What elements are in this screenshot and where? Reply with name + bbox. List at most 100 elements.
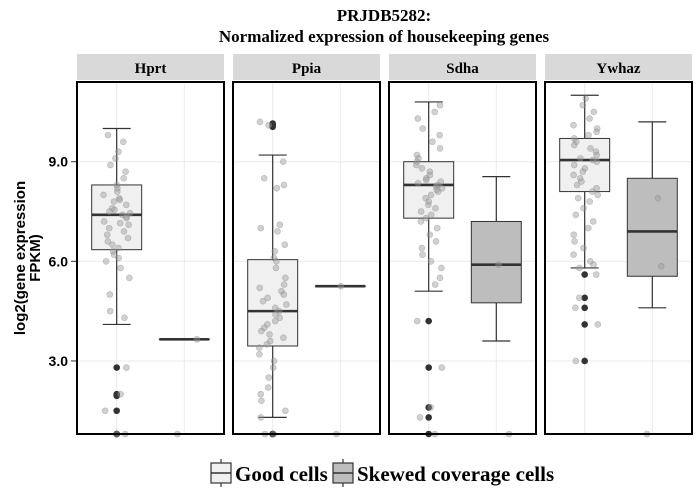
outlier-point [581,294,588,302]
jitter-point [280,291,288,298]
jitter-point [266,337,274,345]
outlier-point [425,364,432,371]
jitter-point [101,407,109,415]
jitter-point [578,178,585,185]
jitter-point [426,231,434,239]
jitter-point [120,228,128,235]
jitter-point [126,274,133,282]
jitter-point [431,281,439,288]
jitter-point [282,407,289,415]
jitter-point [123,214,130,222]
jitter-point [115,148,122,156]
jitter-point [259,297,267,305]
jitter-point [280,281,288,288]
jitter-point [271,317,279,325]
jitter-point [113,181,121,189]
jitter-point [572,357,580,365]
jitter-point [283,301,290,308]
jitter-point [575,294,583,302]
y-axis-ticks: 3.0 6.0 9.0 [49,154,77,369]
panel-border [76,81,225,435]
box-skewed-cells [626,121,678,309]
jitter-point [594,191,602,199]
jitter-point [414,179,422,187]
outlier-point [581,304,588,312]
jitter-point [586,198,593,205]
facet-strip [233,54,380,80]
jitter-point [276,221,284,229]
jitter-point [426,168,434,175]
jitter-point [570,251,577,258]
jitter-point [436,274,444,282]
jitter-point [580,244,587,252]
jitter-point [114,184,121,192]
jitter-point [102,258,110,265]
jitter-point [571,238,578,245]
jitter-point [112,155,119,162]
jitter-point [258,397,265,405]
jitter-point [436,131,443,139]
jitter-point [432,238,440,245]
jitter-point [117,390,124,398]
jitter-point [594,321,602,328]
jitter-point [418,244,426,252]
jitter-point [106,208,113,215]
facet-panel-ppia: Ppia [232,54,381,438]
jitter-point [586,258,594,265]
jitter-point [580,204,587,212]
jitter-point [276,314,284,322]
jitter-point [593,125,601,132]
panel-background [77,82,224,434]
outlier-point [581,321,588,328]
jitter-point [572,211,580,219]
outlier-point [269,123,276,131]
jitter-point [416,414,424,421]
jitter-point [582,95,589,102]
facet-strip-label: Hprt [135,61,167,77]
jitter-point [495,261,502,268]
jitter-point [103,231,111,239]
jitter-point [109,241,116,249]
jitter-point [570,231,578,239]
jitter-point [264,294,271,302]
jitter-point [264,384,272,391]
jitter-point [413,158,421,165]
jitter-point [576,264,583,272]
iqr-box [403,161,455,219]
outlier-point [425,317,432,325]
y-axis-label-line-1: log2(gene expression [12,181,29,335]
jitter-point [107,161,114,169]
outlier-point [113,407,120,415]
jitter-point [116,196,124,204]
jitter-point [657,263,665,270]
jitter-point [124,234,132,242]
jitter-point [105,224,113,232]
jitter-point [125,221,132,229]
jitter-point [119,138,127,146]
iqr-box [247,259,299,347]
jitter-point [280,334,287,341]
outlier-point [581,271,588,278]
facet-strip-label: Sdha [446,61,479,77]
jitter-point [111,206,118,214]
jitter-point [120,175,127,182]
jitter-point [260,175,268,182]
jitter-point [258,327,265,335]
jitter-point [270,357,278,365]
jitter-point [104,238,112,245]
facet-strip [389,54,536,80]
legend-label-skewed-cells: Skewed coverage cells [357,462,554,486]
jitter-point [115,244,122,252]
jitter-point [273,184,281,192]
outlier-point [113,392,120,400]
jitter-point [593,184,600,192]
jitter-point [593,151,600,159]
jitter-point [434,188,442,195]
jitter-point [122,168,129,175]
jitter-point [570,161,578,169]
jitter-point [427,191,435,199]
jitter-point [271,248,279,255]
jitter-point [257,390,265,398]
jitter-point [432,204,439,212]
jitter-point [110,198,118,205]
